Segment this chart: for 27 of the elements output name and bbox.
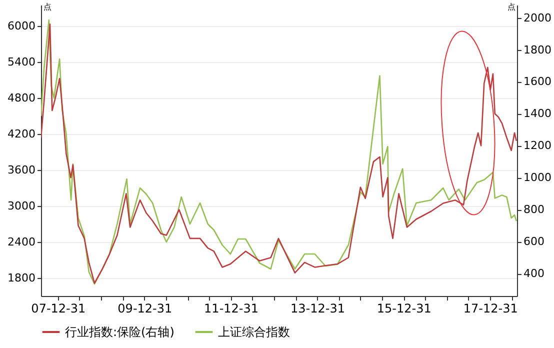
y-tick-label: 2400 bbox=[8, 236, 36, 248]
y2-axis-title: 点 bbox=[508, 2, 516, 12]
legend-label: 上证综合指数 bbox=[218, 325, 290, 339]
y2-tick-label: 1400 bbox=[524, 107, 552, 120]
x-tick-label: 11-12-31 bbox=[204, 302, 259, 316]
y2-tick-label: 1600 bbox=[524, 75, 552, 88]
y-tick-label: 4800 bbox=[8, 92, 36, 104]
y2-tick-label: 2000 bbox=[524, 11, 552, 24]
y-axis-title: 点 bbox=[44, 2, 52, 12]
y2-tick-label: 400 bbox=[524, 267, 544, 280]
y2-tick-label: 1200 bbox=[524, 139, 552, 152]
y2-tick-label: 800 bbox=[524, 203, 544, 216]
x-tick-label: 07-12-31 bbox=[31, 302, 86, 316]
x-tick-label: 15-12-31 bbox=[376, 302, 432, 316]
x-tick-label: 17-12-31 bbox=[463, 302, 518, 316]
x-tick-label: 13-12-31 bbox=[290, 302, 346, 316]
y2-tick-label: 1800 bbox=[524, 43, 552, 56]
y-tick-label: 3600 bbox=[8, 164, 36, 176]
y2-tick-label: 1000 bbox=[524, 171, 552, 184]
y-tick-label: 5400 bbox=[8, 56, 36, 68]
legend-label: 行业指数:保险(右轴) bbox=[65, 325, 174, 339]
y-tick-label: 4200 bbox=[8, 128, 36, 140]
y2-tick-label: 600 bbox=[524, 235, 544, 248]
y-tick-label: 1800 bbox=[8, 272, 36, 284]
x-tick-label: 09-12-31 bbox=[118, 302, 172, 316]
y-tick-label: 6000 bbox=[8, 20, 36, 32]
y-tick-label: 3000 bbox=[8, 200, 36, 212]
